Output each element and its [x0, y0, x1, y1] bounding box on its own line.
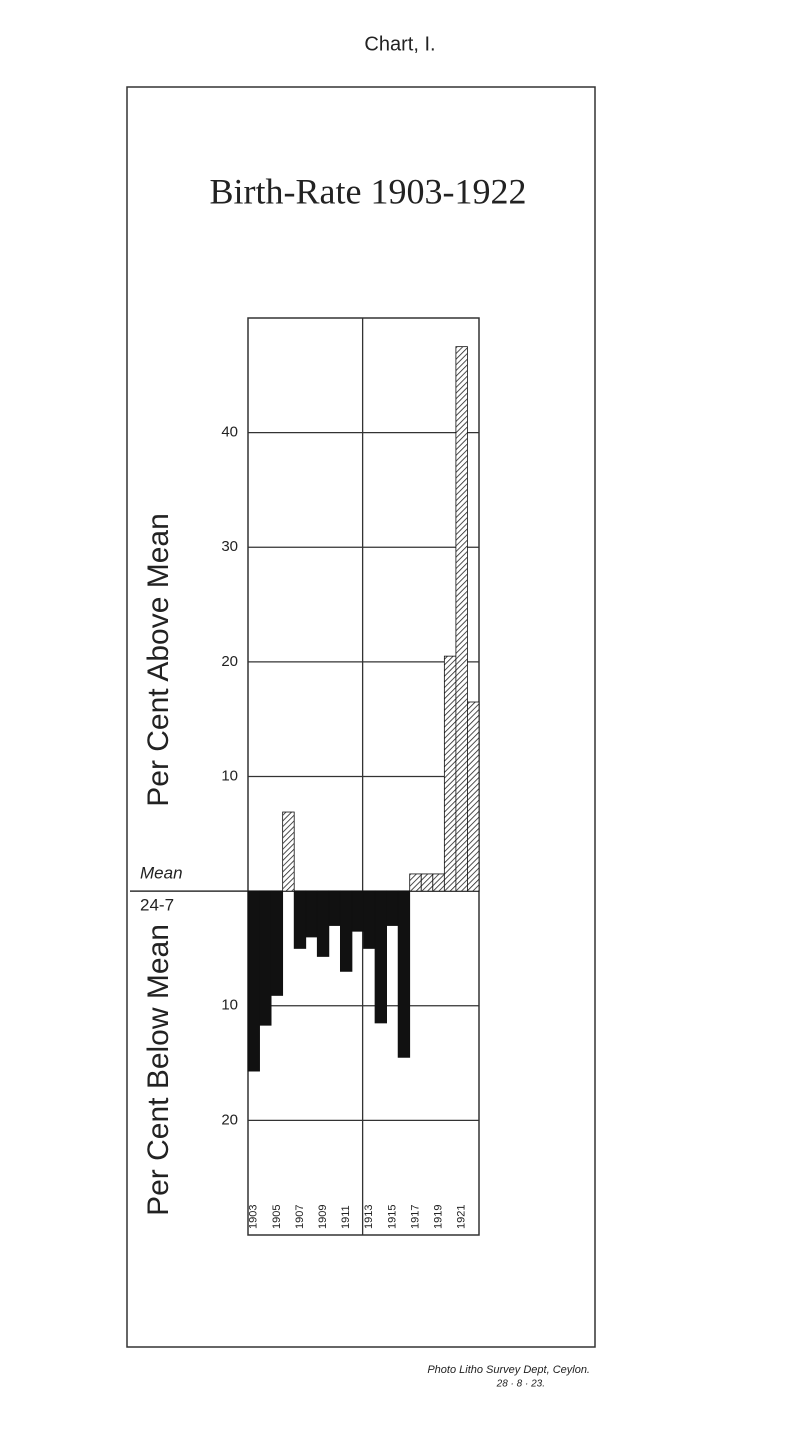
- bar: [386, 890, 399, 926]
- mean-value: 24-7: [140, 895, 174, 914]
- bar: [259, 890, 272, 1026]
- bar: [293, 890, 307, 949]
- footer-date: 28 · 8 · 23.: [496, 1379, 545, 1390]
- bar: [374, 890, 387, 1024]
- y-axis-title-below: Per Cent Below Mean: [142, 924, 175, 1216]
- bar: [363, 890, 376, 949]
- bar: [282, 811, 295, 892]
- bar: [467, 701, 480, 892]
- x-tick-label: 1915: [386, 1205, 398, 1229]
- x-tick-label: 1911: [340, 1205, 352, 1229]
- bar: [305, 890, 318, 938]
- bar: [432, 873, 445, 892]
- y-axis-title-above: Per Cent Above Mean: [142, 513, 175, 807]
- bar: [328, 890, 341, 926]
- y-tick-label: 10: [221, 767, 238, 784]
- bar: [443, 655, 457, 892]
- x-tick-label: 1913: [363, 1205, 375, 1229]
- y-tick-label: 20: [221, 653, 238, 670]
- bar: [455, 346, 468, 892]
- bar: [270, 890, 284, 996]
- bar: [397, 890, 411, 1058]
- footer: Photo Litho Survey Dept, Ceylon.: [427, 1364, 590, 1376]
- y-tick-label: 10: [221, 997, 238, 1014]
- bar: [409, 873, 422, 892]
- bar: [339, 890, 353, 972]
- x-tick-label: 1921: [456, 1205, 468, 1229]
- page-frame: [126, 86, 596, 1348]
- caption: Chart, I.: [364, 33, 435, 55]
- x-tick-label: 1919: [432, 1205, 444, 1229]
- y-tick-label: 20: [221, 1111, 238, 1128]
- x-tick-label: 1905: [271, 1205, 283, 1229]
- y-tick-label: 30: [221, 538, 238, 555]
- x-tick-label: 1903: [248, 1205, 260, 1229]
- mean-label: Mean: [140, 863, 183, 882]
- x-tick-label: 1909: [317, 1205, 329, 1229]
- x-tick-label: 1917: [409, 1205, 421, 1229]
- bar: [247, 890, 260, 1072]
- chart-title: Birth-Rate 1903-1922: [210, 171, 527, 211]
- bar: [351, 890, 364, 932]
- bar: [420, 873, 434, 892]
- y-tick-label: 40: [221, 424, 238, 441]
- x-tick-label: 1907: [294, 1205, 306, 1229]
- bar: [316, 890, 330, 957]
